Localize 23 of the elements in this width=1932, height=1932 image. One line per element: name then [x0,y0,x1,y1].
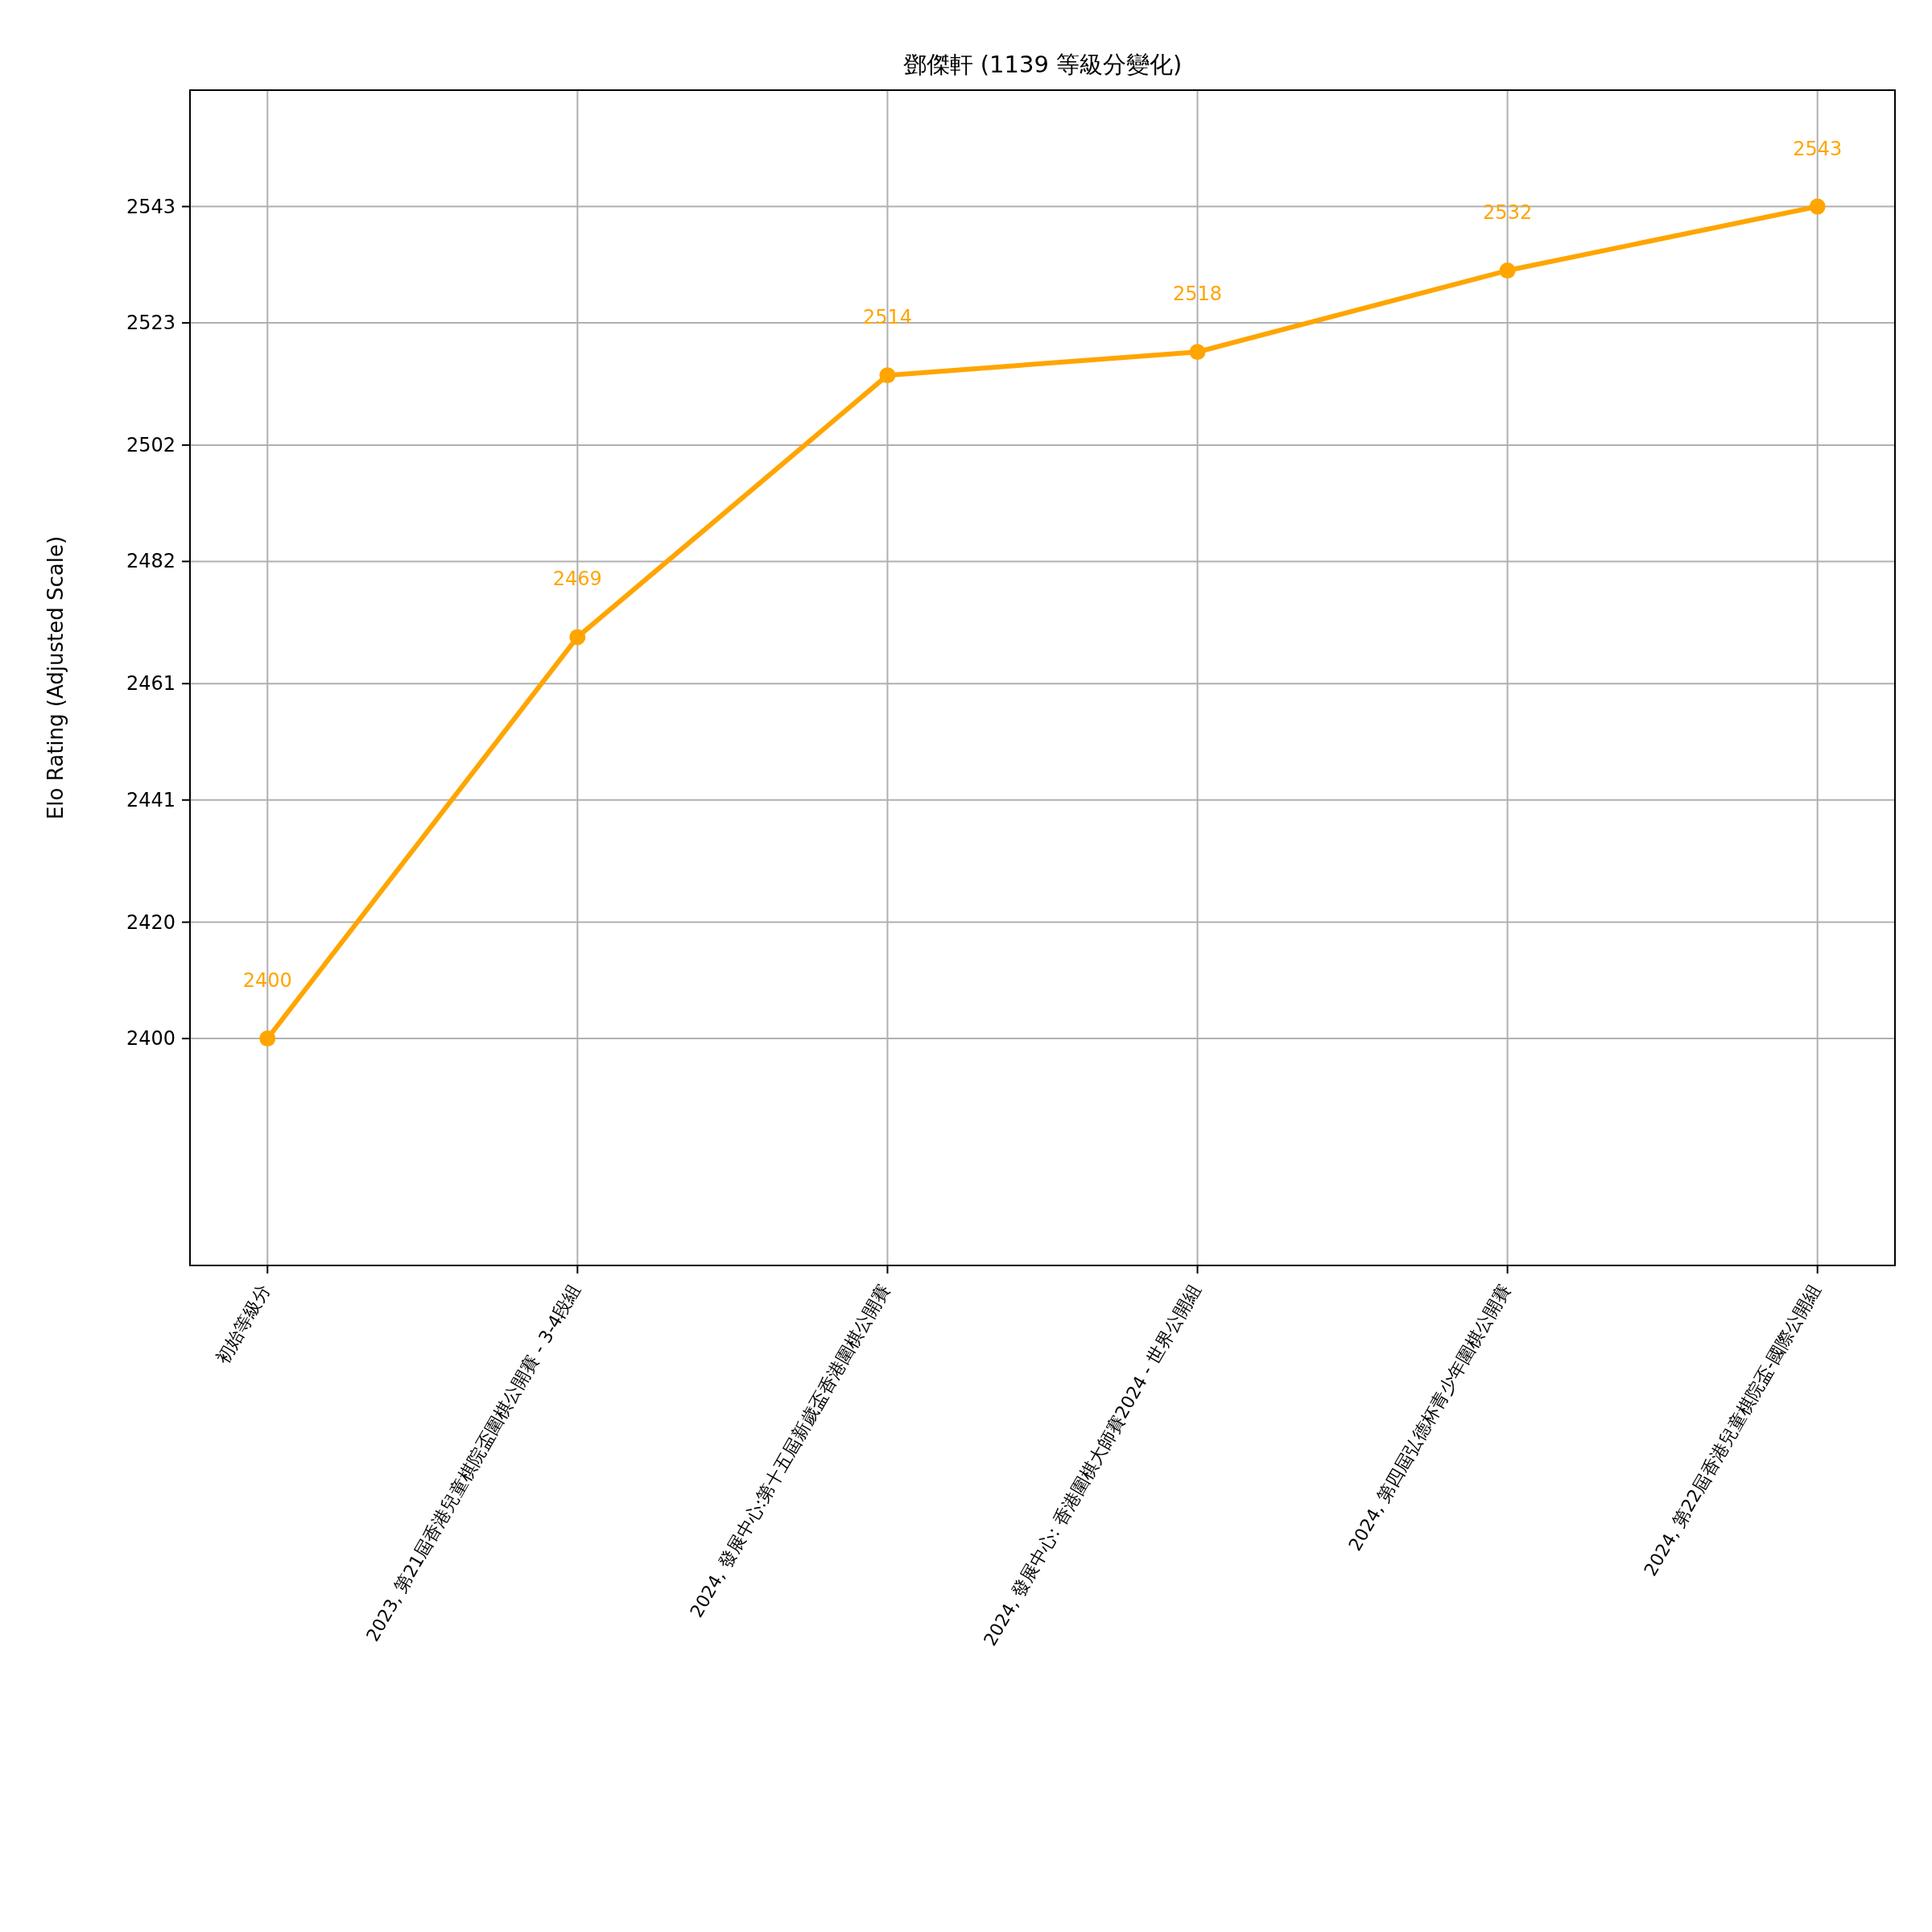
point [259,1030,276,1047]
point [1499,262,1516,279]
data-label: 2543 [1793,137,1843,160]
point [1189,344,1206,361]
point [879,367,896,384]
y-tick-label: 2523 [126,312,175,335]
data-label: 2532 [1483,201,1533,225]
y-tick-label: 2502 [126,433,175,456]
y-axis-title: Elo Rating (Adjusted Scale) [43,535,68,820]
y-tick-label: 2543 [126,195,175,218]
y-tick-label: 2400 [126,1027,175,1051]
point [1809,198,1826,215]
x-tick-label: 初始等級分 [212,1280,275,1368]
data-label: 2518 [1173,283,1223,306]
data-label: 2469 [552,568,602,591]
y-tick-label: 2482 [126,550,175,573]
point [569,629,586,646]
chart-title: 鄧傑軒 (1139 等級分變化) [902,51,1183,78]
y-tick-label: 2461 [126,672,175,696]
data-label: 2400 [242,969,292,993]
y-tick-label: 2441 [126,788,175,811]
y-tick-label: 2420 [126,910,175,934]
data-label: 2514 [862,306,912,329]
